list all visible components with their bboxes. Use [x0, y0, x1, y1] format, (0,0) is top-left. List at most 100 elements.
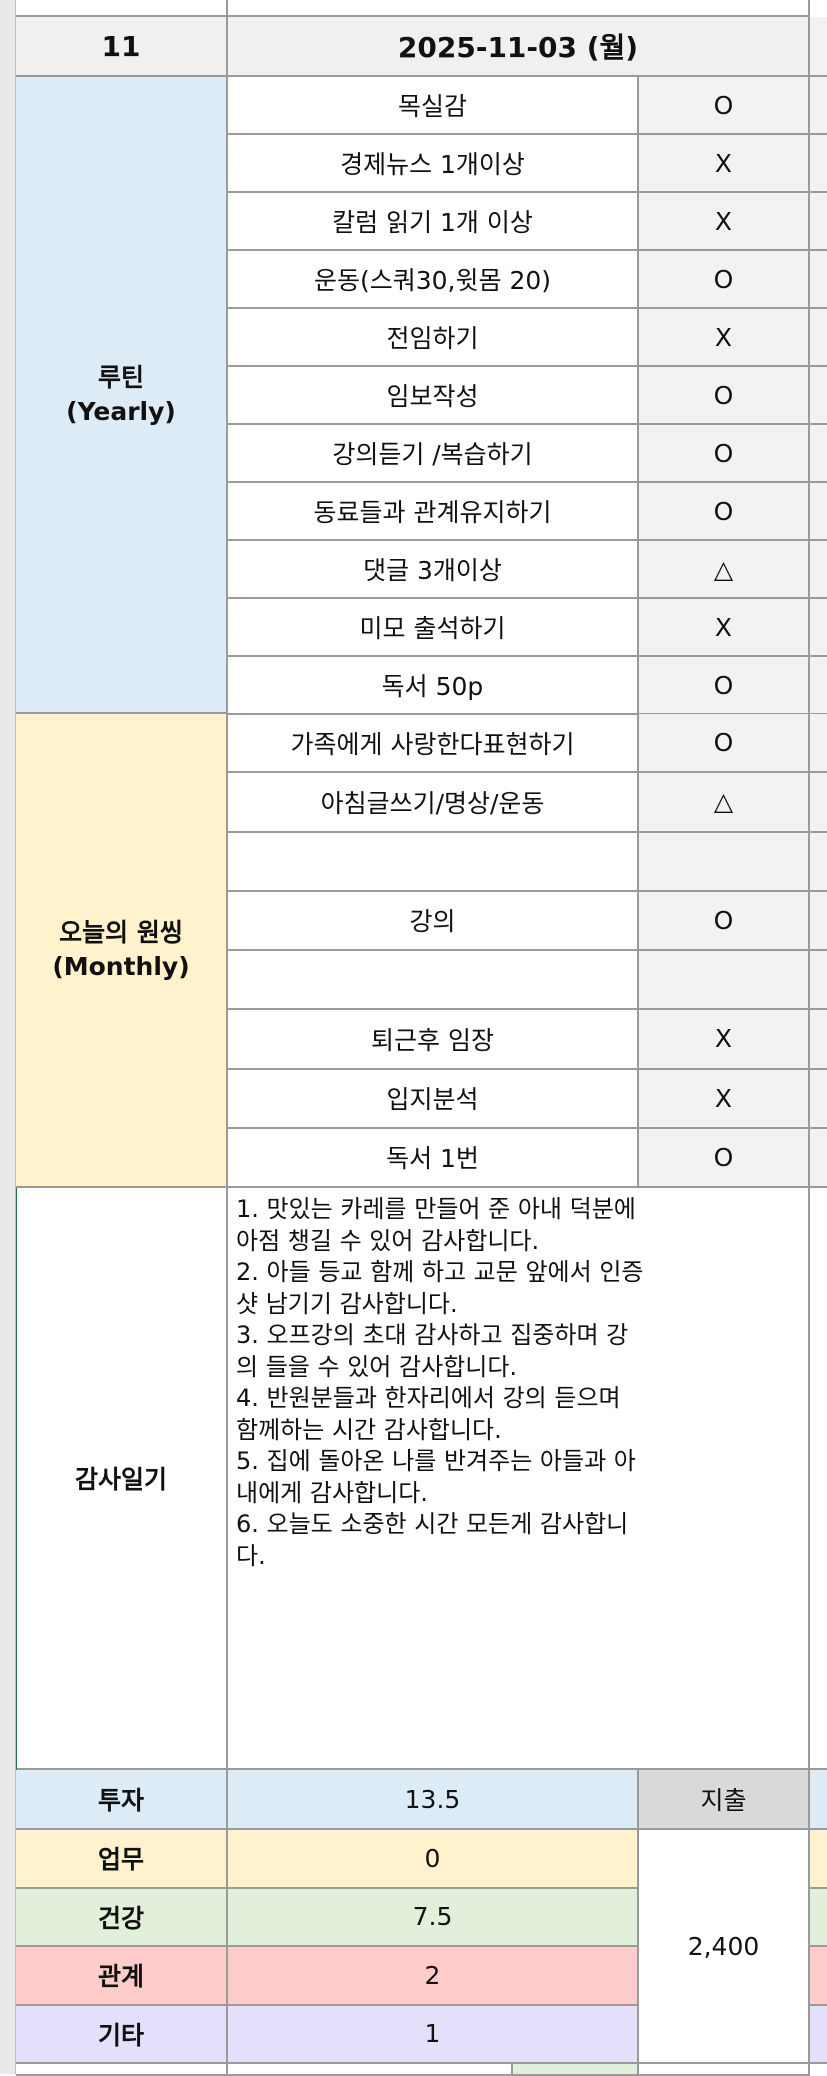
- cell[interactable]: [810, 1770, 827, 1830]
- cell[interactable]: [639, 2064, 810, 2076]
- routine-status[interactable]: O: [639, 367, 810, 425]
- monthly-task[interactable]: 가족에게 사랑한다표현하기: [228, 714, 639, 774]
- cell[interactable]: [810, 17, 827, 77]
- routine-task[interactable]: 목실감: [228, 77, 639, 135]
- monthly-status[interactable]: △: [639, 773, 810, 833]
- monthly-status[interactable]: O: [639, 891, 810, 951]
- routine-status[interactable]: O: [639, 425, 810, 483]
- cell[interactable]: [810, 541, 827, 599]
- routine-status[interactable]: O: [639, 657, 810, 715]
- cell[interactable]: [810, 483, 827, 541]
- monthly-status[interactable]: [639, 832, 810, 892]
- routine-task[interactable]: 동료들과 관계유지하기: [228, 483, 639, 541]
- cell[interactable]: [810, 1010, 827, 1070]
- monthly-task[interactable]: 입지분석: [228, 1069, 639, 1129]
- date-cell[interactable]: 2025-11-03 (월): [228, 17, 810, 77]
- time-category-value[interactable]: 13.5: [228, 1770, 639, 1830]
- monthly-task[interactable]: 독서 1번: [228, 1128, 639, 1188]
- cell[interactable]: [810, 367, 827, 425]
- monthly-status[interactable]: X: [639, 1069, 810, 1129]
- routine-section-label[interactable]: 루틴 (Yearly): [16, 77, 228, 714]
- routine-status[interactable]: X: [639, 599, 810, 657]
- cell[interactable]: [228, 2064, 513, 2076]
- cell[interactable]: [810, 309, 827, 367]
- gratitude-line: 3. 오프강의 초대 감사하고 집중하며 강: [236, 1321, 629, 1349]
- routine-task[interactable]: 독서 50p: [228, 657, 639, 715]
- routine-task[interactable]: 전임하기: [228, 309, 639, 367]
- cell[interactable]: [810, 1888, 827, 1947]
- monthly-task[interactable]: 아침글쓰기/명상/운동: [228, 773, 639, 833]
- row-header-strip: [0, 0, 16, 2074]
- routine-status[interactable]: O: [639, 251, 810, 309]
- gratitude-line: 1. 맛있는 카레를 만들어 준 아내 덕분에: [236, 1195, 636, 1223]
- routine-task[interactable]: 임보작성: [228, 367, 639, 425]
- gratitude-line: 6. 오늘도 소중한 시간 모든게 감사합니: [236, 1510, 629, 1538]
- gratitude-line: 4. 반원분들과 한자리에서 강의 듣으며: [236, 1384, 621, 1412]
- time-category-label[interactable]: 업무: [16, 1830, 228, 1889]
- cell[interactable]: [810, 951, 827, 1011]
- time-category-value[interactable]: 1: [228, 2005, 639, 2064]
- cell[interactable]: [810, 1128, 827, 1188]
- cell[interactable]: [513, 2064, 639, 2076]
- monthly-status[interactable]: O: [639, 714, 810, 774]
- time-category-label[interactable]: 기타: [16, 2005, 228, 2064]
- routine-status[interactable]: X: [639, 135, 810, 193]
- cell[interactable]: [810, 657, 827, 715]
- monthly-status[interactable]: X: [639, 1010, 810, 1070]
- routine-status[interactable]: △: [639, 541, 810, 599]
- monthly-task[interactable]: 강의: [228, 891, 639, 951]
- gratitude-section-label[interactable]: 감사일기: [16, 1188, 228, 1770]
- routine-task[interactable]: 경제뉴스 1개이상: [228, 135, 639, 193]
- routine-status[interactable]: O: [639, 483, 810, 541]
- cell[interactable]: [16, 0, 228, 17]
- routine-task[interactable]: 운동(스쿼30,윗몸 20): [228, 251, 639, 309]
- monthly-task[interactable]: [228, 832, 639, 892]
- cell[interactable]: [810, 1188, 827, 1770]
- time-category-label[interactable]: 관계: [16, 1947, 228, 2006]
- monthly-task[interactable]: [228, 951, 639, 1011]
- gratitude-line: 2. 아들 등교 함께 하고 교문 앞에서 인증: [236, 1258, 644, 1286]
- cell[interactable]: [810, 1069, 827, 1129]
- routine-status[interactable]: X: [639, 309, 810, 367]
- routine-status[interactable]: O: [639, 77, 810, 135]
- cell[interactable]: [810, 714, 827, 774]
- routine-status[interactable]: X: [639, 193, 810, 251]
- gratitude-line: 아점 챙길 수 있어 감사합니다.: [236, 1226, 540, 1255]
- monthly-status[interactable]: O: [639, 1128, 810, 1188]
- time-category-value[interactable]: 7.5: [228, 1888, 639, 1947]
- monthly-section-label[interactable]: 오늘의 원씽 (Monthly): [16, 714, 228, 1188]
- time-category-label[interactable]: 투자: [16, 1770, 228, 1830]
- monthly-status[interactable]: [639, 951, 810, 1011]
- cell[interactable]: [810, 135, 827, 193]
- cell[interactable]: [810, 193, 827, 251]
- cell[interactable]: [810, 891, 827, 951]
- routine-task[interactable]: 댓글 3개이상: [228, 541, 639, 599]
- time-category-value[interactable]: 0: [228, 1830, 639, 1889]
- cell[interactable]: [16, 2064, 228, 2076]
- day-number-cell[interactable]: 11: [16, 17, 228, 77]
- gratitude-line: 의 들을 수 있어 감사합니다.: [236, 1352, 518, 1381]
- cell[interactable]: [228, 0, 810, 17]
- cell[interactable]: [810, 425, 827, 483]
- cell[interactable]: [810, 77, 827, 135]
- cell[interactable]: [810, 773, 827, 833]
- routine-task[interactable]: 미모 출석하기: [228, 599, 639, 657]
- routine-task[interactable]: 강의듣기 /복습하기: [228, 425, 639, 483]
- gratitude-line: 다.: [236, 1541, 266, 1570]
- gratitude-line: 5. 집에 돌아온 나를 반겨주는 아들과 아: [236, 1447, 636, 1475]
- cell[interactable]: [810, 251, 827, 309]
- cell[interactable]: [810, 599, 827, 657]
- gratitude-line: 함께하는 시간 감사합니다.: [236, 1415, 502, 1444]
- expense-label[interactable]: 지출: [639, 1770, 810, 1830]
- gratitude-line: 내에게 감사합니다.: [236, 1478, 428, 1507]
- cell[interactable]: [810, 832, 827, 892]
- cell[interactable]: [810, 2005, 827, 2064]
- cell[interactable]: [810, 1947, 827, 2006]
- time-category-label[interactable]: 건강: [16, 1888, 228, 1947]
- routine-task[interactable]: 칼럼 읽기 1개 이상: [228, 193, 639, 251]
- cell[interactable]: [810, 1830, 827, 1889]
- expense-value[interactable]: 2,400: [639, 1830, 810, 2064]
- monthly-task[interactable]: 퇴근후 임장: [228, 1010, 639, 1070]
- time-category-value[interactable]: 2: [228, 1947, 639, 2006]
